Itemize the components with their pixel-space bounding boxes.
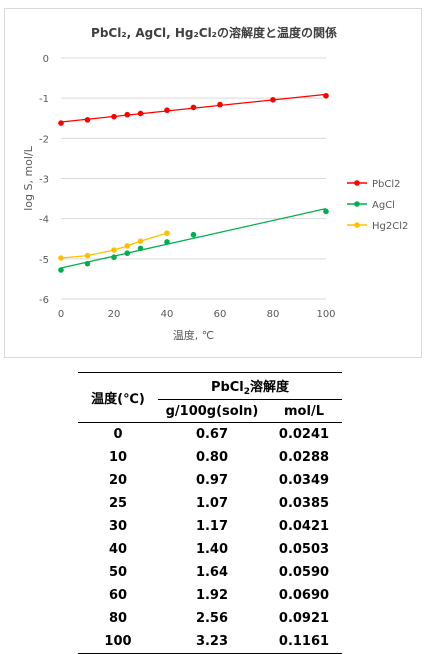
table-row: 25 1.07 0.0385 [78,492,342,515]
cell-mol-per-l: 0.0288 [278,450,330,465]
x-tick-label: 80 [267,309,280,320]
cell-g-per-100g: 1.17 [195,519,229,534]
data-point-pbcl2 [164,107,170,114]
x-axis-label: 温度, ℃ [173,328,214,342]
chart-frame: PbCl₂, AgCl, Hg₂Cl₂の溶解度と温度の関係 0 -1 -2 -3 -4 -… [4,8,422,358]
legend-swatch-marker [354,180,360,186]
data-point-agcl [124,250,131,257]
data-point-pbcl2 [190,104,197,111]
cell-g-per-100g: 3.23 [158,630,266,654]
header-temperature: 温度(℃) [78,372,158,423]
cell-temperature: 50 [108,565,128,580]
y-tick-label: -5 [39,255,49,266]
data-point-hg2cl2 [111,247,117,253]
cell-mol-per-l: 0.0421 [278,519,330,534]
cell-g-per-100g: 0.80 [195,450,229,465]
legend-swatch-marker [354,222,360,228]
data-point-hg2cl2 [124,243,131,249]
data-point-hg2cl2 [164,230,170,236]
data-point-agcl [164,239,170,245]
legend-label: AgCl [372,200,395,211]
legend-label: PbCl2 [372,179,401,190]
header-group-pre: PbCl [210,379,244,395]
data-point-hg2cl2 [58,255,64,261]
data-point-pbcl2 [270,96,276,103]
x-tick-label: 100 [316,309,335,320]
cell-mol-per-l: 0.0503 [278,542,330,557]
cell-temperature: 40 [108,542,128,557]
data-point-pbcl2 [111,113,117,120]
cell-g-per-100g: 1.64 [195,565,229,580]
cell-g-per-100g: 0.97 [195,473,229,488]
data-point-agcl [190,231,197,238]
y-tick-label: -4 [39,215,49,226]
data-point-pbcl2 [124,111,131,118]
data-point-pbcl2 [323,92,329,99]
cell-mol-per-l: 0.0349 [278,473,330,488]
header-g-per-100g: g/100g(soln) [158,399,266,423]
cell-temperature: 20 [108,473,128,488]
y-tick-label: 0 [43,54,49,65]
header-group-post: 溶解度 [250,379,290,395]
data-point-pbcl2 [58,120,64,126]
cell-mol-per-l: 0.0385 [278,496,330,511]
solubility-chart: PbCl₂, AgCl, Hg₂Cl₂の溶解度と温度の関係 0 -1 -2 -3 -4 -… [22,25,408,342]
y-tick-label: -6 [39,295,49,306]
data-point-hg2cl2 [84,252,91,259]
series-line-hg2cl2 [60,232,168,259]
cell-mol-per-l: 0.0690 [278,588,330,603]
data-point-agcl [137,245,144,252]
cell-mol-per-l: 0.0241 [278,427,330,442]
solubility-table: 温度(℃) PbCl2溶解度 g/100g(soln) mol/L 0 0.67 0… [78,372,342,654]
header-mol-per-l: mol/L [266,399,342,423]
chart-title: PbCl₂, AgCl, Hg₂Cl₂の溶解度と温度の関係 [91,25,337,40]
cell-g-per-100g: 2.56 [195,611,229,626]
series-line-agcl [60,207,327,269]
y-tick-label: -3 [39,175,49,186]
legend-swatch-marker [354,201,360,207]
data-point-pbcl2 [217,101,223,108]
cell-temperature: 100 [78,630,158,654]
table-row: 100 3.23 0.1161 [78,630,342,654]
data-point-agcl [58,267,64,273]
data-point-pbcl2 [84,117,91,123]
table-row: 20 0.97 0.0349 [78,469,342,492]
cell-temperature: 25 [108,496,128,511]
data-point-hg2cl2 [137,238,144,244]
cell-temperature: 60 [108,588,128,603]
cell-g-per-100g: 1.40 [195,542,229,557]
y-axis-label: log S, mol/L [22,145,35,210]
x-tick-label: 40 [161,309,174,320]
cell-g-per-100g: 1.92 [195,588,229,603]
cell-temperature: 0 [113,427,123,442]
table-body: 0 0.67 0.0241 10 0.80 0.0288 20 0.97 0.0349 25 1.0… [78,423,342,654]
y-tick-label: -1 [39,94,49,105]
cell-mol-per-l: 0.0590 [278,565,330,580]
header-pbcl2-solubility: PbCl2溶解度 [158,372,342,400]
y-tick-label: -2 [39,134,49,145]
x-tick-label: 0 [58,309,64,320]
x-tick-label: 20 [108,309,121,320]
table-row: 10 0.80 0.0288 [78,446,342,469]
cell-mol-per-l: 0.1161 [266,630,342,654]
data-point-agcl [84,260,91,267]
table-row: 60 1.92 0.0690 [78,584,342,607]
cell-temperature: 10 [108,450,128,465]
data-point-agcl [111,254,117,261]
x-tick-label: 60 [214,309,227,320]
cell-g-per-100g: 1.07 [195,496,229,511]
cell-temperature: 80 [108,611,128,626]
data-point-pbcl2 [137,110,144,117]
table-row: 0 0.67 0.0241 [78,423,342,447]
table-row: 40 1.40 0.0503 [78,538,342,561]
table-row: 50 1.64 0.0590 [78,561,342,584]
legend-label: Hg2Cl2 [372,221,408,232]
table-row: 80 2.56 0.0921 [78,607,342,630]
table-row: 30 1.17 0.0421 [78,515,342,538]
cell-temperature: 30 [108,519,128,534]
cell-mol-per-l: 0.0921 [278,611,330,626]
data-point-agcl [323,208,329,215]
cell-g-per-100g: 0.67 [195,427,229,442]
header-group-sub: 2 [243,386,251,397]
